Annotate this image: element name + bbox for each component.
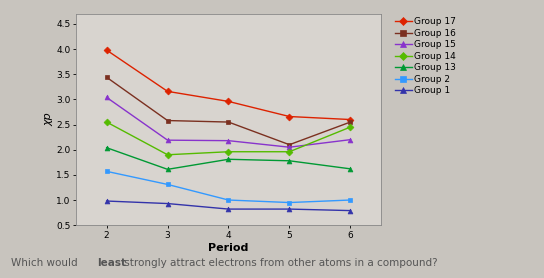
- Line: Group 13: Group 13: [104, 145, 353, 172]
- Group 2: [164, 183, 171, 186]
- Group 13: [225, 158, 232, 161]
- Group 16: [225, 120, 232, 124]
- Line: Group 1: Group 1: [104, 198, 353, 213]
- Group 1: [164, 202, 171, 205]
- Group 17: [347, 118, 354, 121]
- Group 13: [164, 168, 171, 171]
- Group 15: [347, 138, 354, 141]
- Group 13: [286, 159, 293, 162]
- Group 15: [286, 146, 293, 149]
- Group 17: [103, 48, 110, 52]
- Group 16: [164, 119, 171, 122]
- Line: Group 16: Group 16: [104, 75, 353, 147]
- Group 14: [103, 120, 110, 124]
- Group 16: [347, 120, 354, 124]
- Group 1: [347, 209, 354, 212]
- Group 1: [103, 199, 110, 203]
- Line: Group 14: Group 14: [104, 120, 353, 157]
- Group 14: [286, 150, 293, 153]
- Group 17: [286, 115, 293, 118]
- Text: Which would: Which would: [11, 258, 81, 268]
- Group 13: [347, 167, 354, 170]
- Group 13: [103, 146, 110, 149]
- Line: Group 15: Group 15: [104, 95, 353, 150]
- Group 14: [164, 153, 171, 157]
- Group 16: [103, 76, 110, 79]
- Group 17: [164, 90, 171, 93]
- Group 2: [347, 198, 354, 202]
- Group 17: [225, 100, 232, 103]
- Group 1: [225, 207, 232, 211]
- Group 15: [225, 139, 232, 142]
- Line: Group 17: Group 17: [104, 48, 353, 122]
- Group 2: [103, 170, 110, 173]
- Text: least: least: [97, 258, 126, 268]
- Group 2: [225, 198, 232, 202]
- Group 15: [103, 96, 110, 99]
- Group 14: [347, 125, 354, 129]
- Group 14: [225, 150, 232, 153]
- Y-axis label: χp: χp: [44, 113, 53, 126]
- Group 2: [286, 201, 293, 204]
- X-axis label: Period: Period: [208, 242, 249, 252]
- Legend: Group 17, Group 16, Group 15, Group 14, Group 13, Group 2, Group 1: Group 17, Group 16, Group 15, Group 14, …: [394, 16, 457, 96]
- Group 1: [286, 207, 293, 211]
- Line: Group 2: Group 2: [104, 169, 353, 205]
- Text: strongly attract electrons from other atoms in a compound?: strongly attract electrons from other at…: [121, 258, 437, 268]
- Group 15: [164, 138, 171, 142]
- Group 16: [286, 143, 293, 146]
